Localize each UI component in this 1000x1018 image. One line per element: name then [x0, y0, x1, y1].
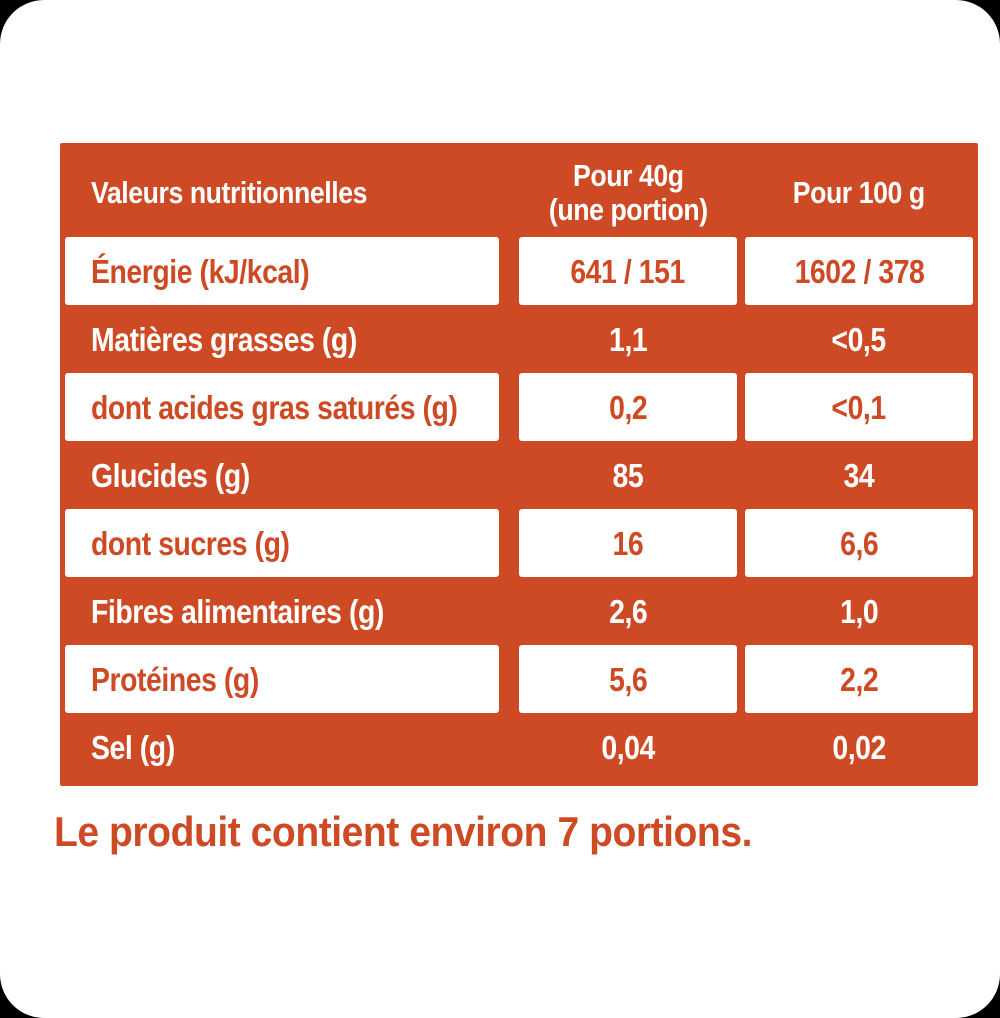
nutrient-label: Sel (g) [91, 728, 175, 766]
value-per-100g: <0,5 [831, 320, 887, 358]
nutrient-label: dont sucres (g) [91, 524, 290, 562]
value-per-100g-cell: 6,6 [745, 509, 973, 577]
value-per-100g-cell: <0,5 [745, 305, 973, 373]
column-header-per100: Pour 100 g [792, 175, 926, 210]
value-per-portion-cell: 85 [519, 441, 737, 509]
value-per-100g: 2,2 [839, 660, 879, 698]
table-title: Valeurs nutritionnelles [91, 175, 368, 210]
nutrient-label-cell: Énergie (kJ/kcal) [65, 237, 499, 305]
nutrient-label-cell: Protéines (g) [65, 645, 499, 713]
nutrient-label: Glucides (g) [91, 456, 250, 494]
header-per100-cell: Pour 100 g [745, 148, 973, 237]
value-per-portion-cell: 5,6 [519, 645, 737, 713]
value-per-portion-cell: 0,2 [519, 373, 737, 441]
table-row: Matières grasses (g) 1,1 <0,5 [65, 305, 973, 373]
table-header-row: Valeurs nutritionnelles Pour 40g (une po… [65, 148, 973, 237]
value-per-portion-cell: 1,1 [519, 305, 737, 373]
value-per-100g-cell: 2,2 [745, 645, 973, 713]
value-per-100g: 34 [843, 456, 875, 494]
column-header-portion-line1: Pour 40g [572, 158, 684, 193]
header-portion-cell: Pour 40g (une portion) [519, 148, 737, 237]
table-row: dont acides gras saturés (g) 0,2 <0,1 [65, 373, 973, 441]
column-header-portion-line2: (une portion) [548, 192, 708, 227]
value-per-100g: 0,02 [832, 728, 886, 766]
nutrient-label: Fibres alimentaires (g) [91, 592, 384, 630]
value-per-100g-cell: 34 [745, 441, 973, 509]
nutrient-label: Énergie (kJ/kcal) [91, 252, 310, 290]
value-per-portion: 641 / 151 [570, 252, 686, 290]
nutrition-table: Valeurs nutritionnelles Pour 40g (une po… [60, 143, 978, 786]
nutrient-label: dont acides gras saturés (g) [91, 388, 458, 426]
table-row: Protéines (g) 5,6 2,2 [65, 645, 973, 713]
header-title-cell: Valeurs nutritionnelles [65, 148, 499, 237]
value-per-100g-cell: 0,02 [745, 713, 973, 781]
nutrient-label-cell: dont acides gras saturés (g) [65, 373, 499, 441]
value-per-100g: 1,0 [839, 592, 879, 630]
value-per-100g-cell: <0,1 [745, 373, 973, 441]
value-per-portion-cell: 16 [519, 509, 737, 577]
value-per-portion-cell: 641 / 151 [519, 237, 737, 305]
nutrient-label: Matières grasses (g) [91, 320, 357, 358]
table-row: dont sucres (g) 16 6,6 [65, 509, 973, 577]
table-row: Glucides (g) 85 34 [65, 441, 973, 509]
table-row: Énergie (kJ/kcal) 641 / 151 1602 / 378 [65, 237, 973, 305]
value-per-portion-cell: 2,6 [519, 577, 737, 645]
value-per-portion: 85 [612, 456, 644, 494]
value-per-portion: 1,1 [608, 320, 648, 358]
nutrient-label-cell: dont sucres (g) [65, 509, 499, 577]
value-per-100g: 6,6 [839, 524, 879, 562]
value-per-100g-cell: 1,0 [745, 577, 973, 645]
value-per-portion: 16 [612, 524, 644, 562]
value-per-portion: 0,04 [601, 728, 655, 766]
value-per-100g-cell: 1602 / 378 [745, 237, 973, 305]
nutrient-label-cell: Glucides (g) [65, 441, 499, 509]
nutrient-label-cell: Fibres alimentaires (g) [65, 577, 499, 645]
table-row: Fibres alimentaires (g) 2,6 1,0 [65, 577, 973, 645]
nutrient-label-cell: Matières grasses (g) [65, 305, 499, 373]
nutrient-label: Protéines (g) [91, 660, 259, 698]
portions-note: Le produit contient environ 7 portions. [54, 808, 752, 855]
value-per-portion: 5,6 [608, 660, 648, 698]
value-per-portion-cell: 0,04 [519, 713, 737, 781]
value-per-100g: 1602 / 378 [794, 252, 924, 290]
value-per-portion: 0,2 [608, 388, 648, 426]
table-row: Sel (g) 0,04 0,02 [65, 713, 973, 781]
value-per-100g: <0,1 [831, 388, 887, 426]
value-per-portion: 2,6 [608, 592, 648, 630]
nutrient-label-cell: Sel (g) [65, 713, 499, 781]
